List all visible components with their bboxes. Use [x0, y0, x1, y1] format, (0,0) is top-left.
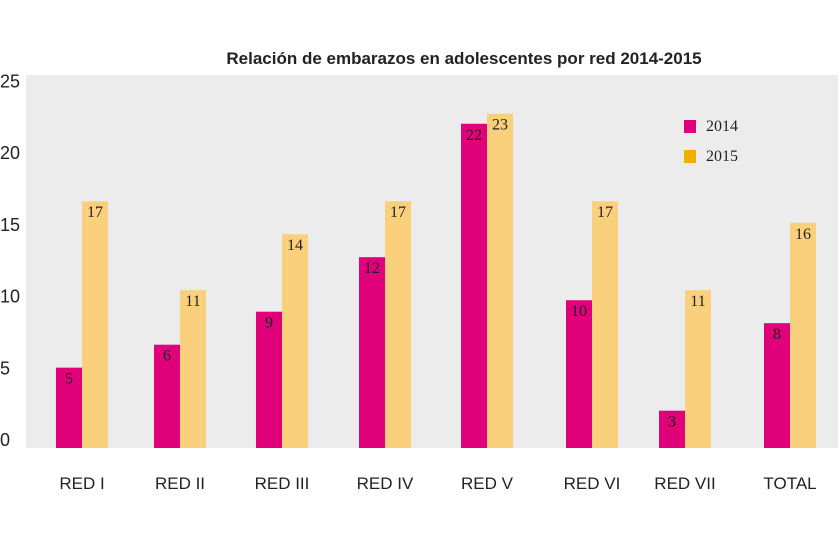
data-label: 11: [185, 293, 200, 310]
y-tick-label: 0: [0, 430, 10, 450]
bar-2014-red-iii: [256, 311, 282, 448]
legend-label: 2015: [706, 148, 738, 165]
bar-2015-red-v: [487, 113, 513, 448]
data-label: 16: [795, 226, 811, 243]
data-label: 17: [597, 204, 613, 221]
data-label: 10: [571, 303, 587, 320]
data-label: 5: [65, 371, 73, 388]
x-tick-label: RED VI: [564, 474, 621, 493]
data-label: 11: [690, 293, 705, 310]
legend-swatch: [684, 150, 696, 163]
bar-2015-red-iii: [282, 234, 308, 448]
bar-2014-red-vi: [566, 300, 592, 448]
bar-2014-total: [764, 323, 790, 448]
x-tick-label: RED IV: [357, 474, 414, 493]
bar-2015-red-vii: [685, 290, 711, 448]
data-label: 8: [773, 326, 781, 343]
bar-2015-red-i: [82, 201, 108, 448]
bar-2014-red-vii: [659, 410, 685, 448]
x-tick-label: TOTAL: [763, 474, 816, 493]
bar-2014-red-ii: [154, 344, 180, 448]
data-label: 17: [87, 204, 103, 221]
legend-label: 2014: [706, 118, 738, 135]
x-tick-label: RED VII: [654, 474, 715, 493]
legend: 2014 2015: [684, 118, 738, 165]
bar-2014-red-iv: [359, 257, 385, 448]
data-label: 6: [163, 348, 171, 365]
y-tick-label: 10: [0, 287, 20, 307]
y-tick-label: 20: [0, 143, 20, 163]
data-label: 23: [492, 117, 508, 134]
bar-2014-red-i: [56, 367, 82, 448]
y-tick-label: 15: [0, 215, 20, 235]
data-label: 3: [668, 414, 676, 431]
data-label: 12: [364, 260, 380, 277]
data-label: 14: [287, 237, 303, 254]
y-tick-label: 25: [0, 71, 20, 91]
data-label: 17: [390, 204, 406, 221]
bar-2014-red-v: [461, 123, 487, 449]
legend-swatch: [684, 120, 696, 133]
x-tick-label: RED I: [59, 474, 104, 493]
bar-2015-red-ii: [180, 290, 206, 448]
chart-title: Relación de embarazos en adolescentes po…: [226, 49, 701, 68]
x-tick-label: RED III: [255, 474, 310, 493]
x-tick-label: RED II: [155, 474, 205, 493]
x-axis: RED I RED II RED III RED IV RED V RED VI RED V…: [59, 474, 816, 493]
bars: 5 17 6 11 9 14 12 17 22 23 10 17 3 11 8 16: [56, 113, 816, 449]
x-tick-label: RED V: [461, 474, 514, 493]
y-axis: 0 5 10 15 20 25: [0, 71, 20, 450]
bar-2015-total: [790, 222, 816, 448]
bar-2015-red-iv: [385, 201, 411, 448]
bar-2015-red-vi: [592, 201, 618, 448]
data-label: 9: [265, 315, 273, 332]
y-tick-label: 5: [0, 358, 10, 378]
data-label: 22: [466, 127, 482, 144]
